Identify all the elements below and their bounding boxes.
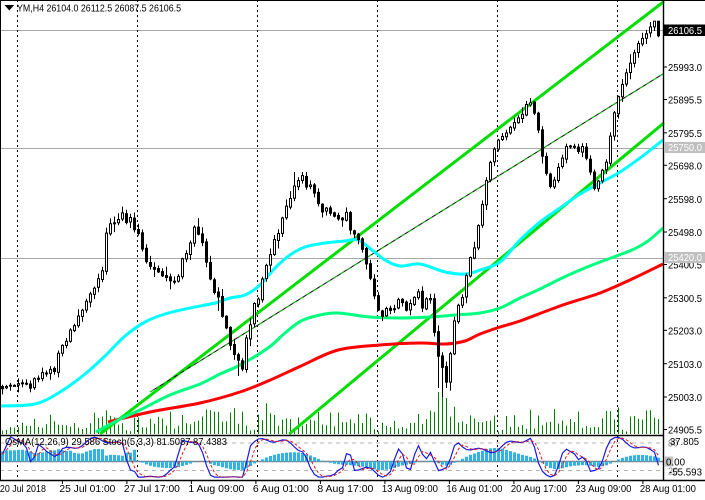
svg-text:27 Jul 17:00: 27 Jul 17:00 — [124, 483, 180, 495]
svg-text:8 Aug 17:00: 8 Aug 17:00 — [317, 483, 373, 495]
svg-text:-55.593: -55.593 — [669, 467, 702, 479]
svg-text:28 Aug 01:00: 28 Aug 01:00 — [640, 483, 696, 495]
svg-text:OsMA(12,26,9) 29.586 Stoch(5,: OsMA(12,26,9) 29.586 Stoch(5,3,3) 81.508… — [5, 436, 227, 448]
svg-text:25598.0: 25598.0 — [668, 194, 702, 206]
svg-text:25498.0: 25498.0 — [668, 227, 702, 239]
svg-text:26106.5: 26106.5 — [668, 25, 702, 37]
svg-text:25795.5: 25795.5 — [668, 128, 702, 140]
svg-text:23 Aug 09:00: 23 Aug 09:00 — [575, 483, 631, 495]
svg-text:24905.5: 24905.5 — [668, 425, 702, 437]
svg-text:YM,H4 26104.0 26112.5 26087.5: YM,H4 26104.0 26112.5 26087.5 26106.5 — [17, 2, 181, 14]
svg-text:25103.0: 25103.0 — [668, 359, 702, 371]
svg-text:25750.0: 25750.0 — [668, 142, 702, 154]
svg-text:25993.0: 25993.0 — [668, 62, 702, 74]
svg-text:25 Jul 01:00: 25 Jul 01:00 — [59, 483, 115, 495]
svg-text:25420.0: 25420.0 — [668, 252, 702, 264]
svg-text:13 Aug 09:00: 13 Aug 09:00 — [382, 483, 438, 495]
svg-text:37.805: 37.805 — [670, 436, 699, 448]
svg-text:1 Aug 09:00: 1 Aug 09:00 — [188, 483, 244, 495]
svg-text:25895.5: 25895.5 — [668, 95, 702, 107]
svg-text:6 Aug 01:00: 6 Aug 01:00 — [253, 483, 309, 495]
svg-text:25003.0: 25003.0 — [668, 392, 702, 404]
svg-text:20: 20 — [668, 466, 678, 478]
svg-text:80: 80 — [668, 438, 678, 450]
svg-text:20 Jul 2018: 20 Jul 2018 — [0, 483, 46, 495]
svg-text:20 Aug 17:00: 20 Aug 17:00 — [511, 483, 567, 495]
svg-text:25698.0: 25698.0 — [668, 161, 702, 173]
svg-text:25203.0: 25203.0 — [668, 326, 702, 338]
svg-text:16 Aug 01:00: 16 Aug 01:00 — [446, 483, 502, 495]
svg-text:0.00: 0.00 — [666, 456, 685, 468]
svg-text:25300.5: 25300.5 — [668, 293, 702, 305]
